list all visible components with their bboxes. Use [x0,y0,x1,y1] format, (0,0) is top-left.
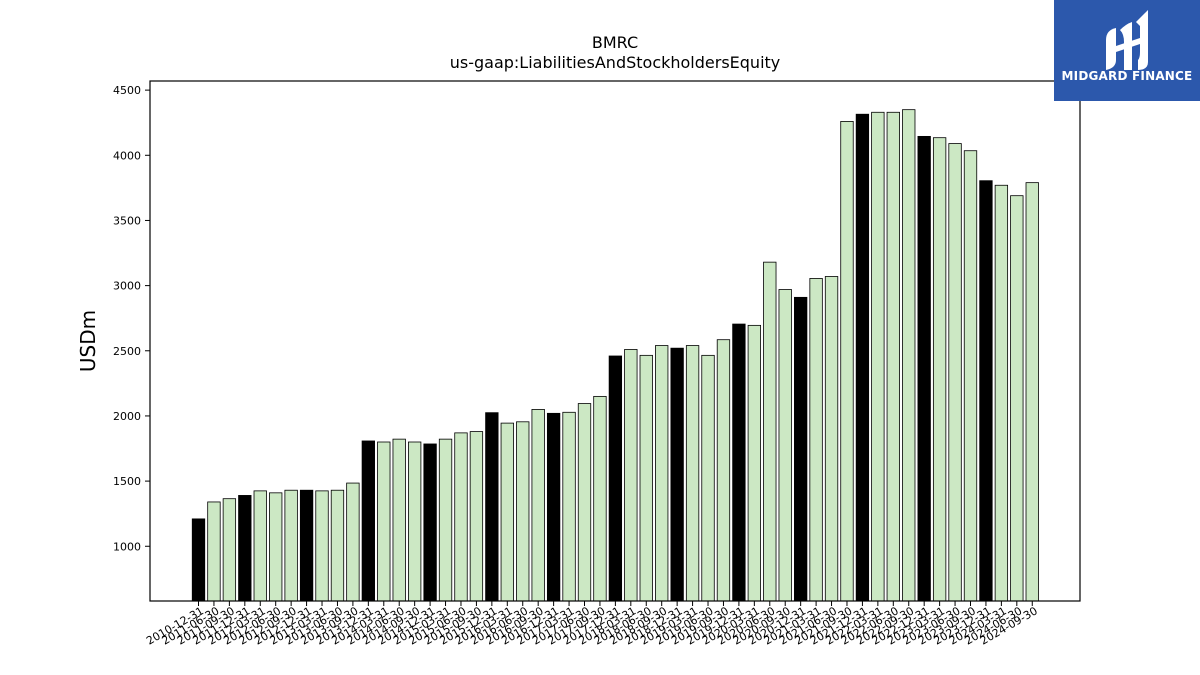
y-tick-label: 3500 [113,214,141,227]
y-tick-label: 3000 [113,280,141,293]
bar-2016-12-31 [546,412,561,602]
midgard-logo-icon [1106,10,1148,70]
bar-2011-06-30 [207,501,221,602]
bar-2012-12-31 [299,489,314,602]
bar-2024-06-30 [1010,195,1024,602]
bar-2023-12-31 [979,180,993,602]
bar-2020-03-31 [747,324,761,602]
bar-2012-06-30 [269,492,283,602]
bar-2011-09-30 [222,498,237,602]
midgard-finance-logo: MIDGARD FINANCE [1054,0,1200,101]
bar-2017-09-30 [593,395,607,602]
bar-2016-03-31 [500,422,514,602]
bar-2023-06-30 [948,143,962,602]
bar-2023-09-30 [963,150,978,602]
bar-2019-03-31 [685,345,700,602]
bar-2010-12-31 [191,518,206,602]
bar-2024-09-30 [1025,182,1039,602]
bar-2020-06-30 [763,261,777,602]
bar-2019-12-31 [732,323,746,602]
y-tick-label: 1000 [113,540,141,553]
bar-2014-03-31 [377,441,391,602]
bar-2015-06-30 [454,432,468,602]
y-tick-label: 2000 [113,410,141,423]
bar-2012-03-31 [253,490,267,602]
bar-2021-03-31 [809,278,823,602]
bar-2019-06-30 [701,354,715,602]
bar-2019-09-30 [716,339,731,602]
bar-2013-03-31 [315,490,329,602]
bar-2014-06-30 [392,438,406,602]
bar-2016-09-30 [531,409,545,602]
bar-2015-03-31 [438,438,453,602]
bar-2013-06-30 [330,489,345,602]
bar-2018-09-30 [655,345,669,602]
bar-2018-12-31 [670,347,684,602]
bar-2014-09-30 [408,441,422,602]
bar-2021-12-31 [855,113,870,602]
y-tick-label: 2500 [113,345,141,358]
bar-2020-12-31 [794,296,808,602]
bar-2022-09-30 [902,109,916,602]
bar-2020-09-30 [778,289,792,602]
bar-2015-09-30 [469,431,484,602]
y-tick-label: 4000 [113,149,141,162]
bar-2024-03-31 [994,184,1009,602]
y-axis-ticks: 1000 1500 2000 2500 3000 3500 4000 4500 [113,84,150,553]
bar-2023-03-31 [932,137,947,602]
bar-2013-12-31 [361,440,375,602]
bar-2022-03-31 [871,111,885,602]
bar-2022-12-31 [917,135,931,602]
bar-2021-06-30 [824,276,839,602]
logo-text: MIDGARD FINANCE [1061,69,1193,83]
bar-2012-09-30 [284,489,298,602]
bars-group [191,109,1039,602]
chart-title: BMRC [592,33,638,52]
bar-2017-12-31 [608,355,623,602]
y-tick-label: 1500 [113,475,141,488]
bar-2015-12-31 [485,412,499,602]
y-tick-label: 4500 [113,84,141,97]
bar-2022-06-30 [886,111,900,602]
chart-subtitle: us-gaap:LiabilitiesAndStockholdersEquity [450,53,781,72]
x-axis-ticks: 2010-12-312011-06-302011-09-302011-12-31… [144,601,1040,648]
bar-2018-03-31 [624,349,638,602]
bar-2011-12-31 [238,495,252,602]
bar-2021-09-30 [840,121,854,602]
bar-2017-03-31 [562,411,576,602]
bar-2018-06-30 [639,354,653,602]
bar-2013-09-30 [346,482,360,602]
bar-2016-06-30 [516,421,530,602]
y-axis-label: USDm [76,310,100,372]
bar-2014-12-31 [423,443,437,602]
bar-2017-06-30 [577,403,592,602]
plot-frame [149,80,1081,602]
